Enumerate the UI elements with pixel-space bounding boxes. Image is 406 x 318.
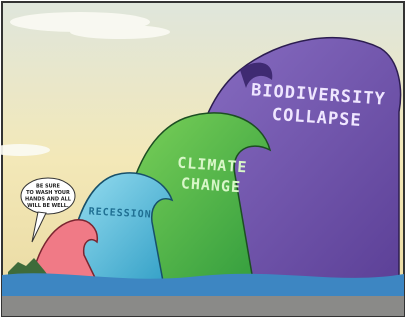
speech-line: WILL BE WELL. — [27, 203, 69, 209]
cartoon: BE SURETO WASH YOURHANDS AND ALLWILL BE … — [0, 0, 406, 318]
page: BE SURETO WASH YOURHANDS AND ALLWILL BE … — [0, 0, 406, 318]
speech-line: TO WASH YOUR — [26, 190, 70, 196]
ground — [2, 296, 404, 316]
speech-line: HANDS AND ALL — [25, 197, 72, 203]
speech-line: BE SURE — [36, 184, 60, 190]
